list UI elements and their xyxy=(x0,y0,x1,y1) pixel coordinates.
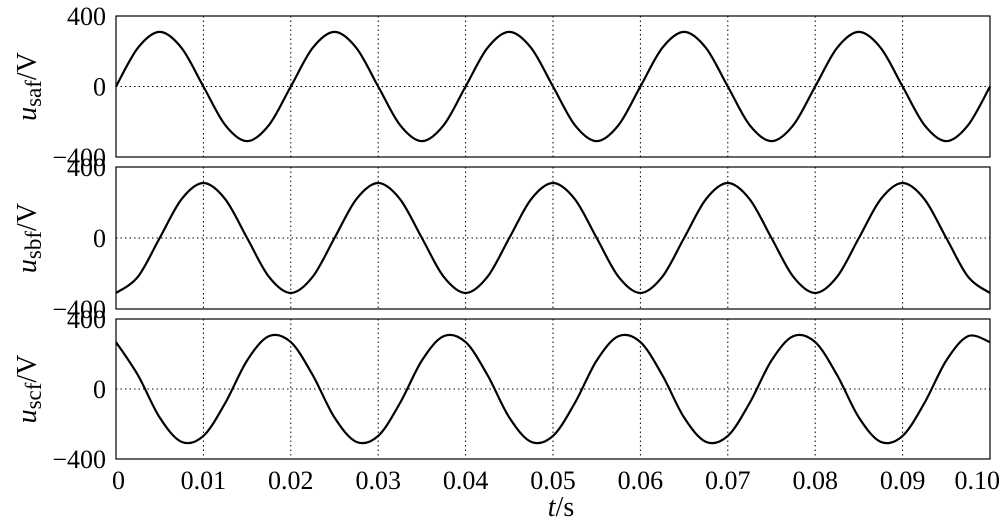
x-axis-label-unit: /s xyxy=(556,492,575,521)
y-tick-label-scf: 0 xyxy=(93,375,106,404)
x-tick-label: 0.06 xyxy=(618,466,664,495)
y-axis-label-var: u xyxy=(12,409,43,423)
y-axis-label-sub: scf xyxy=(21,382,46,409)
y-tick-label-scf: 400 xyxy=(67,305,106,334)
x-tick-label: 0.02 xyxy=(268,466,314,495)
y-tick-label-saf: 0 xyxy=(93,73,106,102)
plot-frame-sbf xyxy=(115,166,991,310)
x-tick-label: 0.10 xyxy=(955,466,1000,495)
y-tick-label-sbf: 0 xyxy=(93,224,106,253)
x-tick-label: 0 xyxy=(112,466,125,495)
series-line-saf xyxy=(115,30,991,143)
y-axis-label-saf: usaf/V xyxy=(12,52,46,121)
y-tick-label-saf: −400 xyxy=(52,143,106,172)
x-tick-label: 0.08 xyxy=(792,466,838,495)
y-tick-label-scf: −400 xyxy=(52,445,106,474)
series-line-scf xyxy=(115,333,991,445)
y-axis-label-sbf: usbf/V xyxy=(12,203,46,273)
y-tick-label-sbf: −400 xyxy=(52,295,106,324)
y-axis-label-var: u xyxy=(12,107,43,121)
x-tick-label: 0.01 xyxy=(181,466,227,495)
y-axis-label-scf: uscf/V xyxy=(12,355,46,424)
series-line-sbf xyxy=(115,181,991,295)
y-axis-label-sub: saf xyxy=(21,80,46,107)
y-axis-label-unit: /V xyxy=(12,355,43,383)
x-tick-label: 0.07 xyxy=(705,466,751,495)
x-axis-label: t/s xyxy=(548,492,574,521)
y-axis-label-unit: /V xyxy=(12,203,43,231)
x-tick-label: 0.05 xyxy=(530,466,576,495)
y-tick-label-sbf: 400 xyxy=(67,153,106,182)
x-tick-label: 0.03 xyxy=(355,466,401,495)
y-axis-label-unit: /V xyxy=(12,52,43,80)
y-axis-label-sub: sbf xyxy=(21,231,46,259)
y-tick-label-saf: 400 xyxy=(67,2,106,31)
x-tick-label: 0.04 xyxy=(443,466,489,495)
x-axis-label-var: t xyxy=(548,492,557,521)
x-tick-label: 0.09 xyxy=(880,466,926,495)
y-axis-label-var: u xyxy=(12,259,43,273)
plot-frame-scf xyxy=(115,318,991,460)
